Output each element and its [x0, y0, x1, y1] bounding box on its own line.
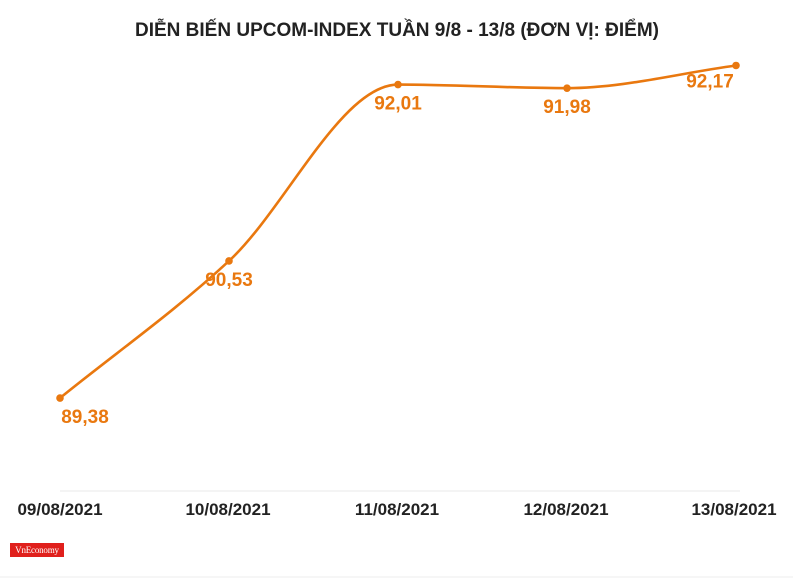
x-tick-label: 10/08/2021	[185, 500, 270, 519]
series-layer	[56, 61, 740, 402]
vneconomy-logo: VnEconomy	[10, 543, 64, 557]
data-label: 92,17	[686, 71, 734, 92]
x-tick-label: 13/08/2021	[691, 500, 776, 519]
data-label: 89,38	[61, 407, 109, 428]
x-tick-label: 12/08/2021	[523, 500, 608, 519]
data-point	[732, 61, 740, 70]
series-line	[58, 64, 738, 400]
chart-title: DIỄN BIẾN UPCOM-INDEX TUẦN 9/8 - 13/8 (Đ…	[135, 19, 659, 41]
data-point	[225, 257, 233, 265]
data-point	[563, 84, 571, 92]
x-tick-layer: 09/08/2021 10/08/2021 11/08/2021 12/08/2021…	[17, 500, 776, 519]
data-point	[56, 394, 64, 402]
data-point	[394, 80, 402, 89]
data-label: 91,98	[543, 97, 591, 118]
x-tick-label: 11/08/2021	[355, 500, 439, 519]
x-tick-label: 09/08/2021	[17, 500, 102, 519]
data-label: 92,01	[374, 94, 422, 115]
data-label-layer: 89,38 90,53 92,01 91,98 92,17	[61, 71, 734, 428]
data-label: 90,53	[205, 270, 253, 291]
